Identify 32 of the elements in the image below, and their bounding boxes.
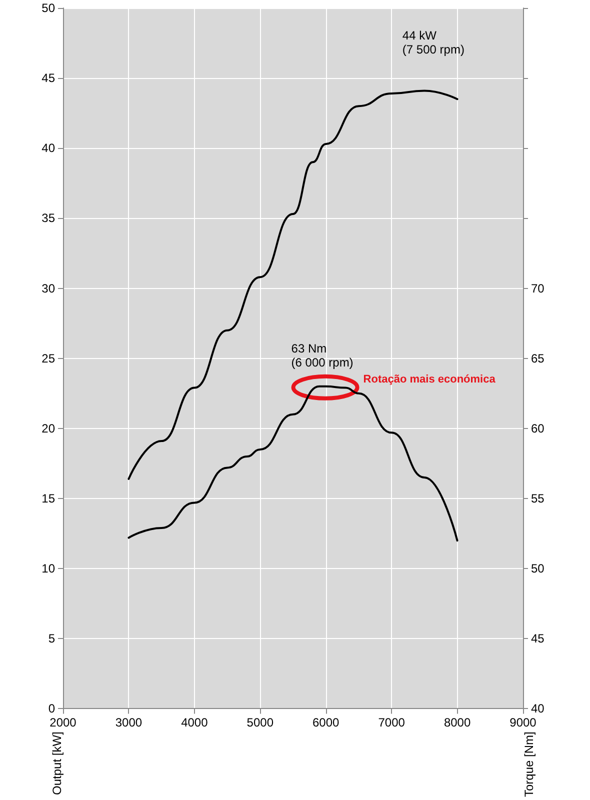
y-tick-label: 45 — [42, 71, 56, 86]
y-tick-label: 40 — [42, 141, 56, 156]
x-tick-label: 9000 — [510, 716, 537, 730]
annotation: 44 kW (7 500 rpm) — [402, 28, 464, 57]
y-tick-label: 5 — [48, 632, 56, 646]
line-series — [128, 385, 458, 542]
y2-tick-label: 50 — [531, 562, 545, 576]
y-tick-label: 20 — [42, 421, 56, 436]
annotation: Rotação mais económica — [363, 373, 496, 386]
x-tick-label: 3000 — [115, 716, 142, 730]
y2-tick-label: 45 — [531, 632, 545, 646]
x-tick-label: 6000 — [312, 716, 340, 730]
y2-axis-title: Torque [Nm] — [522, 732, 536, 797]
y-tick-label: 50 — [42, 1, 56, 15]
annotation: 63 Nm (6 000 rpm) — [291, 341, 354, 370]
y2-tick-label: 40 — [531, 702, 545, 716]
y-axis-title: Output [kW] — [50, 732, 64, 795]
x-tick-label: 5000 — [246, 716, 274, 730]
y-tick-label: 25 — [42, 351, 56, 366]
y-tick-label: 35 — [42, 211, 56, 226]
x-tick-label: 8000 — [444, 716, 471, 730]
y-tick-label: 0 — [48, 702, 56, 716]
y2-tick-label: 65 — [531, 351, 545, 366]
y2-tick-label: 70 — [531, 281, 545, 296]
y-tick-label: 30 — [42, 281, 56, 296]
y-tick-label: 10 — [42, 562, 56, 576]
x-tick-label: 7000 — [378, 716, 406, 730]
y-tick-label: 15 — [42, 492, 56, 506]
y2-tick-label: 60 — [531, 421, 545, 436]
y2-tick-label: 55 — [531, 492, 545, 506]
x-tick-label: 4000 — [181, 716, 208, 730]
x-tick-label: 2000 — [50, 716, 77, 730]
